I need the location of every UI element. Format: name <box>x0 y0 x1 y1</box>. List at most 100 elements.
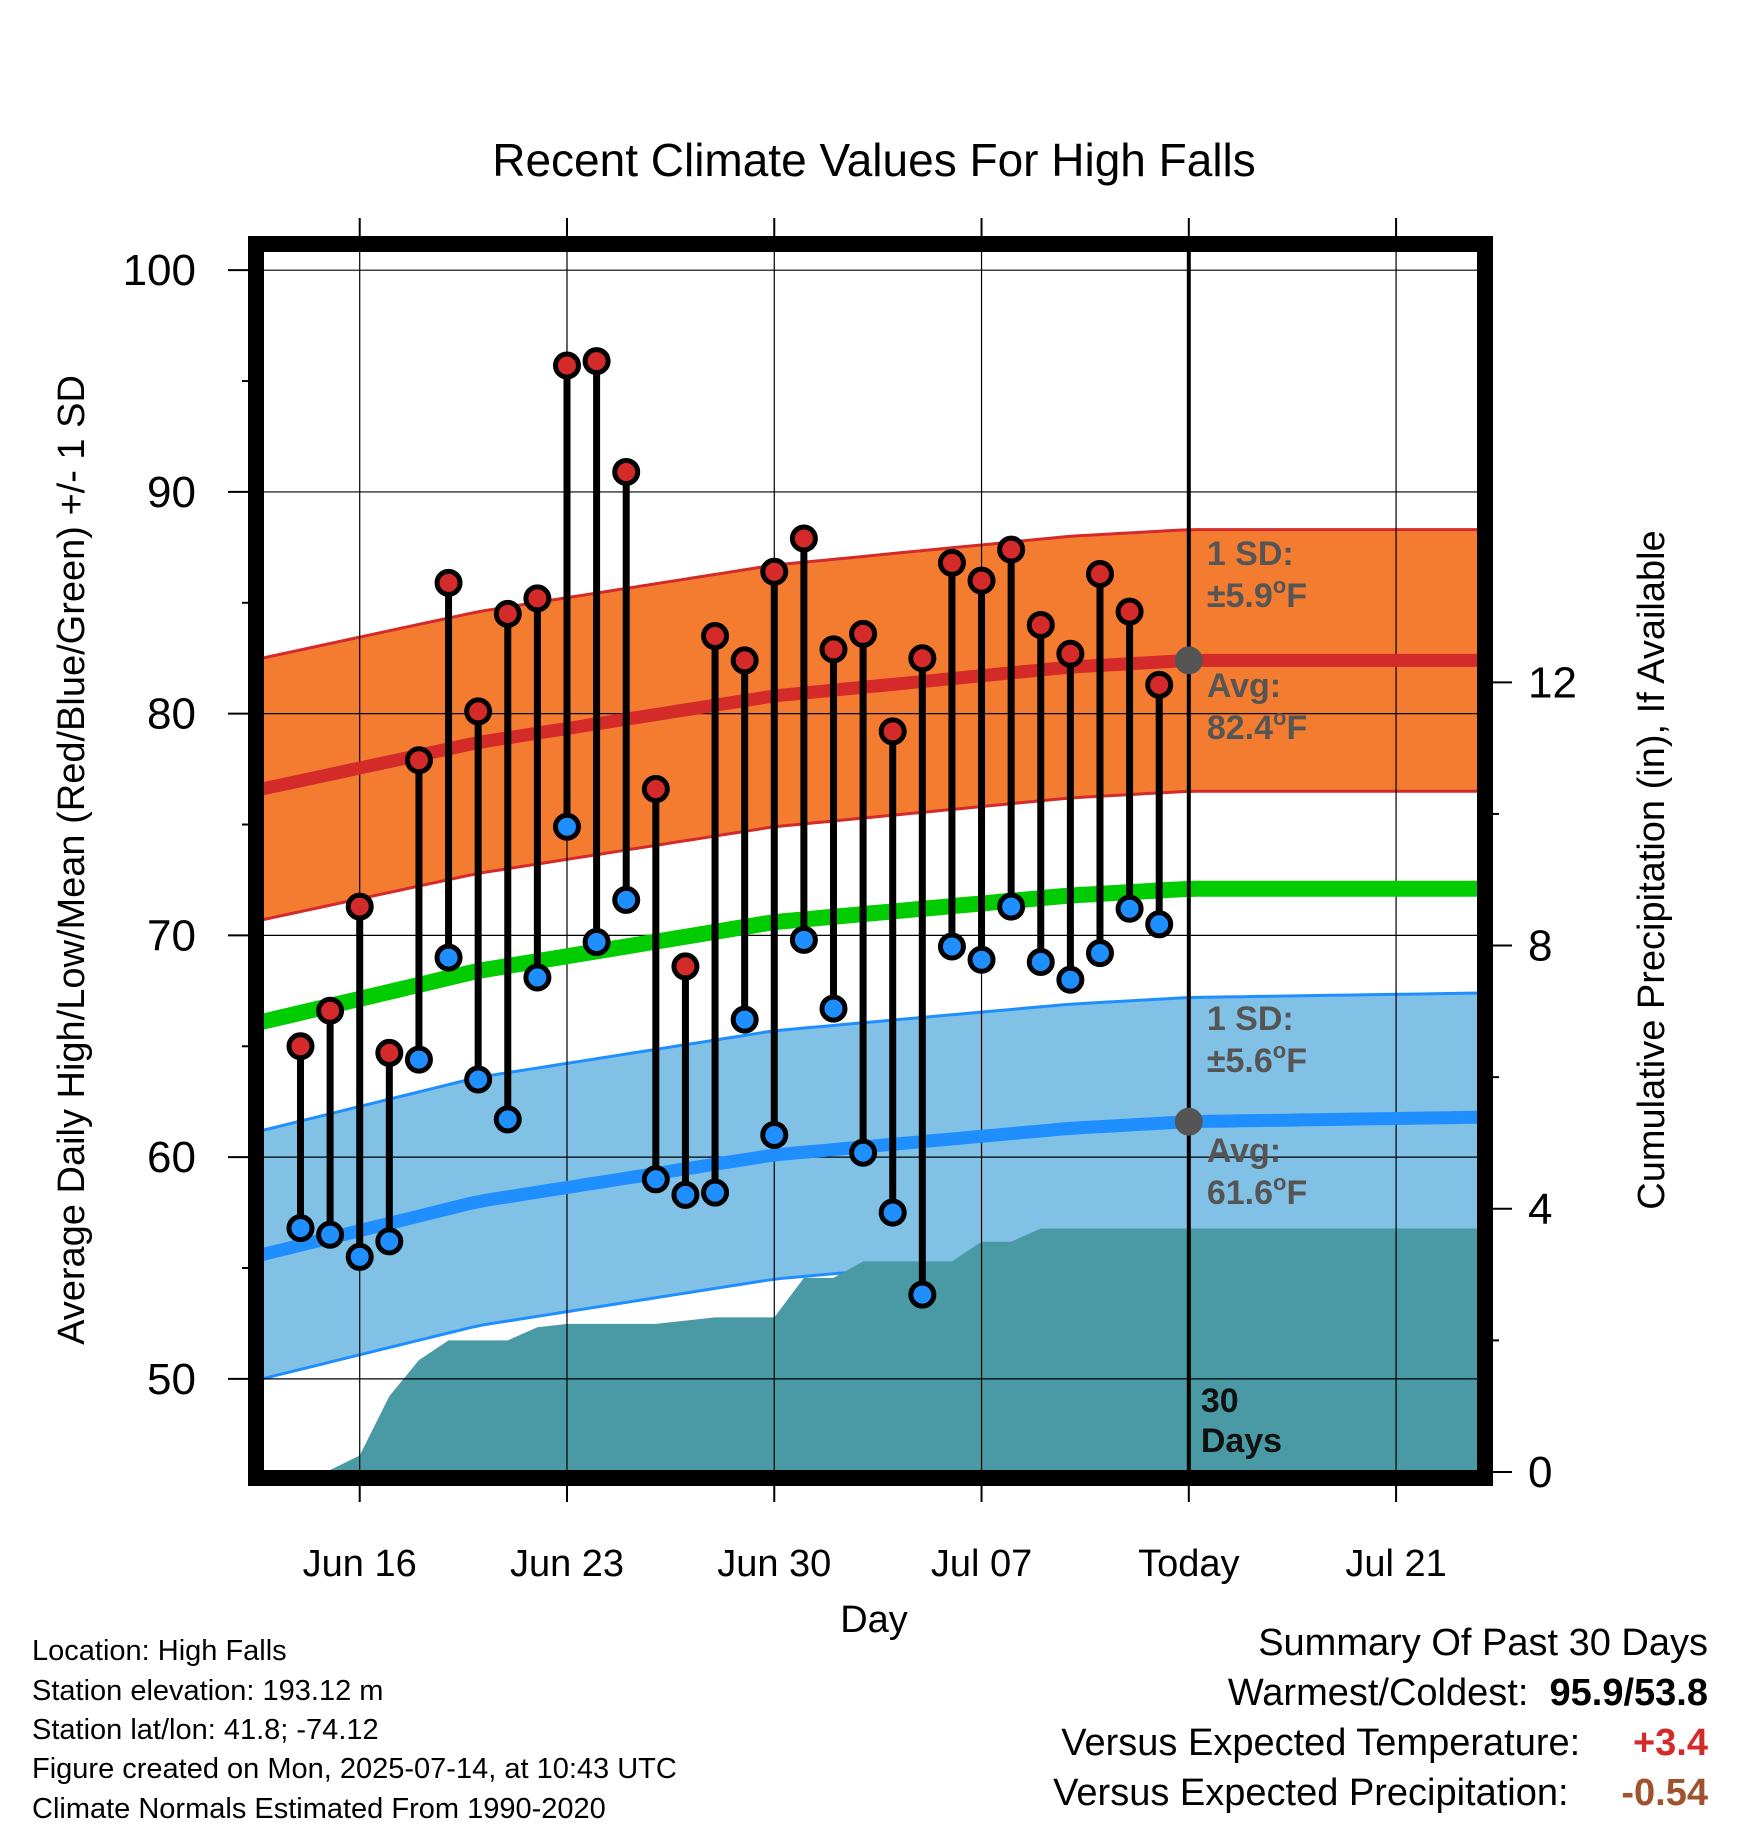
daily-low-point <box>1056 965 1085 994</box>
precipitation-area <box>262 1228 1479 1472</box>
low-sd-value: ±5.6oF <box>1207 1038 1307 1080</box>
daily-low-point <box>671 1180 700 1209</box>
y-tick-label: 50 <box>147 1355 196 1404</box>
y2-tick-label: 12 <box>1528 658 1577 707</box>
daily-high-point <box>345 892 374 921</box>
warm-cold-value: 95.9/53.8 <box>1549 1672 1708 1714</box>
y2-axis-label: Cumulative Precipitation (in), If Availa… <box>1631 530 1673 1209</box>
normal-mean-line <box>260 880 1479 1030</box>
high-sd-band-lower-edge <box>261 789 1479 922</box>
daily-high-point <box>908 644 937 673</box>
daily-high-point <box>612 457 641 486</box>
daily-high-point <box>316 996 345 1025</box>
daily-low-point <box>1026 948 1055 976</box>
y2-tick-label: 0 <box>1528 1448 1552 1497</box>
temp-vs-expected-value: +3.4 <box>1632 1722 1708 1764</box>
summary-warm-cold: Warmest/Coldest: 95.9/53.8 <box>1228 1672 1708 1715</box>
elevation-text: Station elevation: 193.12 m <box>32 1675 384 1707</box>
daily-low-point <box>404 1045 433 1074</box>
daily-high-point <box>1085 559 1114 588</box>
high-sd-label: 1 SD: <box>1207 535 1294 573</box>
daily-low-point <box>1085 939 1114 968</box>
x-tick-label: Jun 16 <box>303 1543 417 1585</box>
daily-high-point <box>552 351 581 380</box>
low-avg-label: Avg: <box>1207 1132 1281 1170</box>
summary-precip: Versus Expected Precipitation: -0.54 <box>1053 1772 1708 1815</box>
period-label-unit: Days <box>1201 1422 1282 1460</box>
daily-high-point <box>641 775 670 804</box>
y2-tick-label: 4 <box>1528 1185 1552 1234</box>
daily-low-point <box>316 1220 345 1249</box>
daily-high-point <box>997 535 1026 564</box>
low-sd-band <box>262 993 1479 1379</box>
warm-cold-label: Warmest/Coldest: <box>1227 1672 1529 1714</box>
latlon-text: Station lat/lon: 41.8; -74.12 <box>32 1714 379 1746</box>
daily-high-point <box>967 566 996 595</box>
axes: Recent Climate Values For High Falls Day A… <box>51 134 1673 1641</box>
daily-low-point <box>967 945 996 974</box>
high-sd-value: ±5.9oF <box>1207 573 1307 615</box>
daily-high-point <box>730 646 759 675</box>
today-normal-high-marker <box>1174 646 1203 675</box>
daily-points <box>286 347 1174 1309</box>
daily-low-point <box>493 1105 522 1134</box>
daily-high-point <box>434 568 463 597</box>
daily-high-point <box>937 548 966 577</box>
y-tick-label: 80 <box>147 690 196 739</box>
daily-low-point <box>434 943 463 972</box>
y-tick-label: 70 <box>147 911 196 960</box>
daily-high-point <box>849 619 878 648</box>
daily-low-point <box>937 932 966 961</box>
daily-high-point <box>375 1038 404 1067</box>
low-avg-value: 61.6oF <box>1207 1170 1307 1212</box>
daily-high-point <box>789 524 818 553</box>
daily-low-point <box>760 1120 789 1149</box>
daily-high-point <box>404 746 433 775</box>
daily-high-point <box>1115 597 1144 626</box>
daily-high-point <box>464 697 493 726</box>
daily-low-point <box>641 1165 670 1194</box>
daily-low-point <box>286 1214 315 1243</box>
daily-high-point <box>760 557 789 586</box>
daily-low-point <box>464 1065 493 1094</box>
normal-high-line <box>260 653 1479 796</box>
daily-low-point <box>375 1227 404 1256</box>
low-sd-label: 1 SD: <box>1207 1000 1294 1038</box>
normals-period-text: Climate Normals Estimated From 1990-2020 <box>32 1793 606 1825</box>
high-avg-value: 82.4oF <box>1207 705 1307 747</box>
y-axis-label: Average Daily High/Low/Mean (Red/Blue/Gr… <box>51 375 93 1345</box>
daily-low-point <box>849 1138 878 1167</box>
daily-high-point <box>286 1032 315 1061</box>
plot-frame <box>248 236 1493 1486</box>
daily-high-point <box>582 347 611 376</box>
daily-high-point <box>819 635 848 664</box>
y-tick-label: 60 <box>147 1133 196 1182</box>
high-avg-label: Avg: <box>1207 667 1281 705</box>
daily-low-point <box>908 1280 937 1309</box>
summary-heading: Summary Of Past 30 Days <box>1258 1622 1708 1664</box>
daily-low-point <box>612 885 641 914</box>
location-text: Location: High Falls <box>32 1635 287 1667</box>
daily-low-point <box>701 1178 730 1207</box>
daily-high-point <box>1026 610 1055 639</box>
daily-low-point <box>997 892 1026 921</box>
y-tick-label: 100 <box>123 246 196 295</box>
x-tick-label: Today <box>1138 1543 1239 1585</box>
daily-high-point <box>1145 670 1174 699</box>
temp-vs-expected-label: Versus Expected Temperature: <box>1061 1722 1581 1764</box>
chart-title: Recent Climate Values For High Falls <box>492 134 1256 186</box>
today-normal-low-marker <box>1174 1107 1203 1136</box>
daily-high-point <box>493 599 522 628</box>
period-label-number: 30 <box>1201 1382 1239 1420</box>
daily-low-point <box>878 1198 907 1227</box>
cumulative-precipitation-area <box>262 1228 1479 1472</box>
daily-high-point <box>878 717 907 746</box>
daily-high-point <box>1056 639 1085 668</box>
daily-low-point <box>345 1242 374 1271</box>
daily-low-point <box>523 963 552 992</box>
precip-vs-expected-label: Versus Expected Precipitation: <box>1053 1772 1569 1814</box>
daily-low-point <box>1115 894 1144 923</box>
daily-low-point <box>789 925 818 954</box>
